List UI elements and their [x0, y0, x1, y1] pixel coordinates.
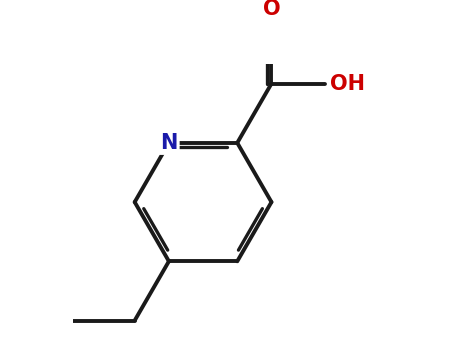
Text: O: O	[263, 0, 280, 19]
Text: OH: OH	[330, 74, 365, 93]
Text: N: N	[160, 133, 177, 153]
